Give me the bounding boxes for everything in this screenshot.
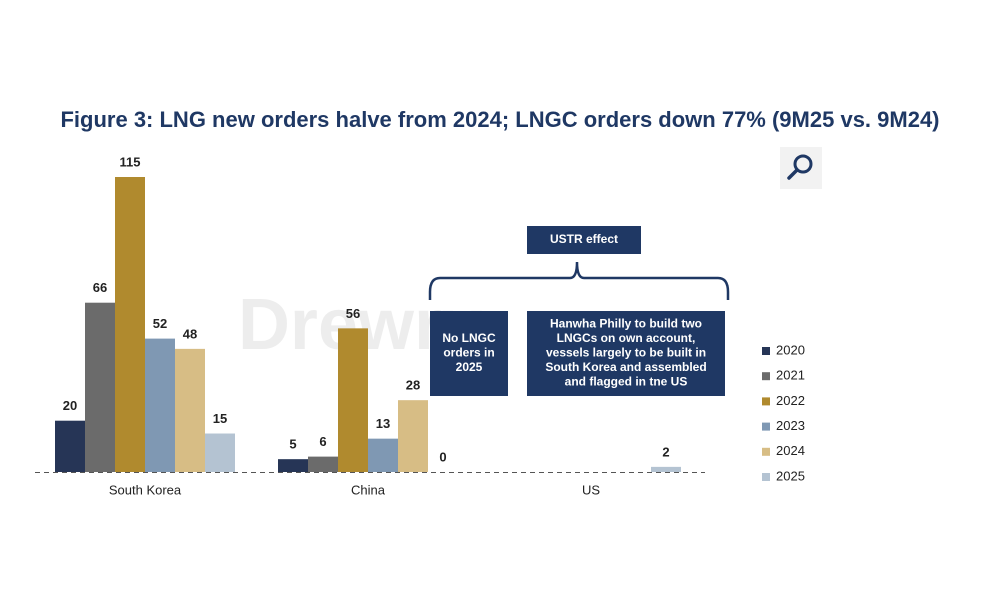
annotation-text: USTR effect bbox=[550, 232, 618, 246]
bar bbox=[145, 338, 175, 472]
legend-swatch bbox=[762, 372, 770, 381]
data-label: 5 bbox=[289, 437, 296, 452]
chart-title: Figure 3: LNG new orders halve from 2024… bbox=[60, 107, 939, 132]
data-label: 48 bbox=[183, 326, 197, 341]
annotation-text: No LNGC bbox=[442, 331, 496, 345]
annotation-box bbox=[527, 311, 725, 396]
legend-swatch bbox=[762, 447, 770, 456]
annotation-text: South Korea and assembled bbox=[545, 360, 706, 374]
legend-label: 2023 bbox=[776, 418, 805, 433]
legend-label: 2024 bbox=[776, 443, 805, 458]
search-icon-handle[interactable] bbox=[787, 168, 799, 180]
search-button-bg[interactable] bbox=[780, 147, 822, 189]
annotation-text: Hanwha Philly to build two bbox=[550, 317, 702, 331]
bar bbox=[205, 433, 235, 472]
bar bbox=[175, 348, 205, 472]
legend-label: 2022 bbox=[776, 393, 805, 408]
x-tick-label: US bbox=[582, 482, 600, 497]
x-tick-label: South Korea bbox=[109, 482, 182, 497]
bar bbox=[115, 177, 145, 472]
data-label: 66 bbox=[93, 280, 107, 295]
legend-swatch bbox=[762, 347, 770, 355]
legend-label: 2021 bbox=[776, 368, 805, 383]
data-label: 0 bbox=[439, 449, 446, 464]
annotation-text: LNGCs on own account, bbox=[557, 331, 696, 345]
bar bbox=[55, 420, 85, 472]
annotation-text: and flagged in tne US bbox=[565, 375, 688, 389]
data-label: 20 bbox=[63, 398, 77, 413]
bar bbox=[368, 438, 398, 472]
annotation-text: vessels largely to be built in bbox=[546, 346, 706, 360]
bar bbox=[651, 466, 681, 472]
data-label: 115 bbox=[120, 154, 141, 169]
bracket bbox=[428, 261, 730, 300]
bar bbox=[85, 302, 115, 472]
bar bbox=[308, 456, 338, 472]
search-icon[interactable] bbox=[793, 154, 813, 174]
search-button[interactable] bbox=[780, 147, 822, 189]
data-label: 52 bbox=[153, 316, 167, 331]
data-label: 6 bbox=[319, 434, 326, 449]
annotation-text: 2025 bbox=[456, 360, 483, 374]
data-label: 15 bbox=[213, 411, 227, 426]
bar bbox=[398, 400, 428, 472]
data-label: 56 bbox=[346, 306, 360, 321]
annotation-text: orders in bbox=[443, 346, 494, 360]
legend-swatch bbox=[762, 397, 770, 406]
bar bbox=[338, 328, 368, 472]
data-label: 28 bbox=[406, 378, 420, 393]
annotation-box bbox=[527, 226, 641, 254]
legend-swatch bbox=[762, 473, 770, 481]
data-label: 2 bbox=[662, 444, 669, 459]
annotation-box bbox=[430, 311, 508, 396]
legend-swatch bbox=[762, 422, 770, 431]
data-label: 13 bbox=[376, 416, 390, 431]
legend-label: 2020 bbox=[776, 342, 805, 357]
bar bbox=[278, 459, 308, 472]
x-tick-label: China bbox=[351, 482, 386, 497]
legend-label: 2025 bbox=[776, 468, 805, 483]
